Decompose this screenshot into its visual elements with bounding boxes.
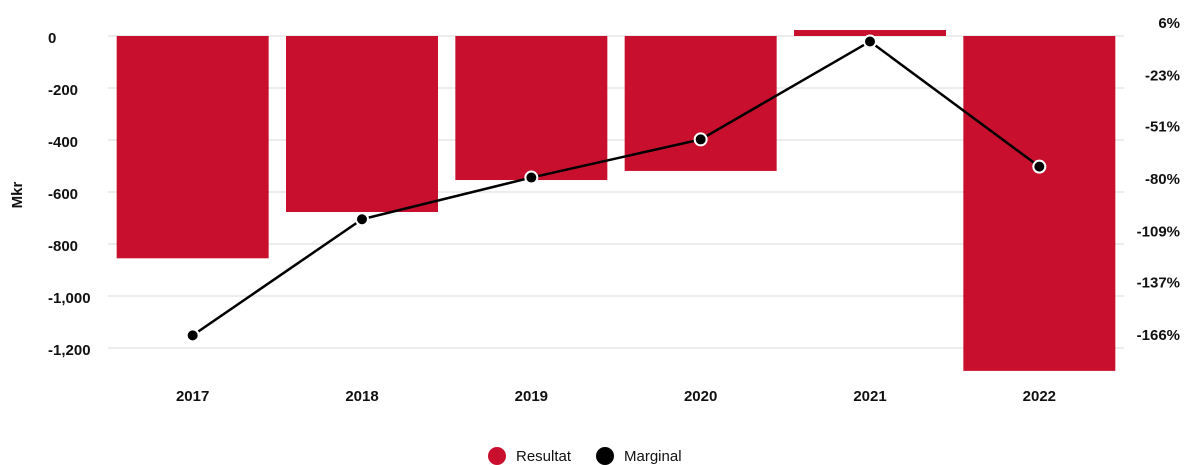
y-tick-label: -400 — [48, 134, 78, 151]
line — [191, 39, 1041, 337]
y-axis-title: Mkr — [9, 182, 26, 209]
x-tick-label: 2020 — [684, 388, 717, 405]
bar — [794, 30, 946, 36]
bar — [116, 36, 269, 259]
legend-swatch — [488, 447, 506, 465]
y2-tick-label: -166% — [1137, 327, 1180, 344]
point — [1032, 159, 1047, 174]
x-tick-label: 2018 — [345, 388, 378, 405]
x-tick-label: 2022 — [1023, 388, 1056, 405]
point — [524, 170, 539, 185]
y-tick-label: -200 — [48, 82, 78, 99]
y2-tick-label: -109% — [1137, 224, 1180, 241]
y-tick-label: 0 — [48, 30, 56, 47]
bar — [624, 36, 777, 171]
y2-tick-label: -51% — [1145, 118, 1180, 135]
y2-tick-label: -23% — [1145, 68, 1180, 85]
y-tick-label: -1,000 — [48, 290, 91, 307]
y-tick-label: -600 — [48, 186, 78, 203]
bar — [286, 36, 438, 213]
x-tick-label: 2021 — [853, 388, 886, 405]
bar — [455, 36, 608, 181]
legend-label: Marginal — [624, 448, 682, 465]
point — [185, 328, 200, 343]
x-tick-label: 2017 — [176, 388, 209, 405]
y2-tick-label: 6% — [1158, 15, 1180, 32]
y-tick-label: -1,200 — [48, 342, 91, 359]
y2-tick-label: -137% — [1137, 274, 1180, 291]
legend-swatch — [596, 447, 614, 465]
legend-label: Resultat — [516, 448, 572, 465]
y2-tick-label: -80% — [1145, 171, 1180, 188]
point — [355, 212, 369, 227]
y-tick-label: -800 — [48, 238, 78, 255]
bar — [963, 36, 1116, 371]
point — [693, 132, 708, 147]
point — [863, 34, 877, 49]
x-tick-label: 2019 — [515, 388, 548, 405]
